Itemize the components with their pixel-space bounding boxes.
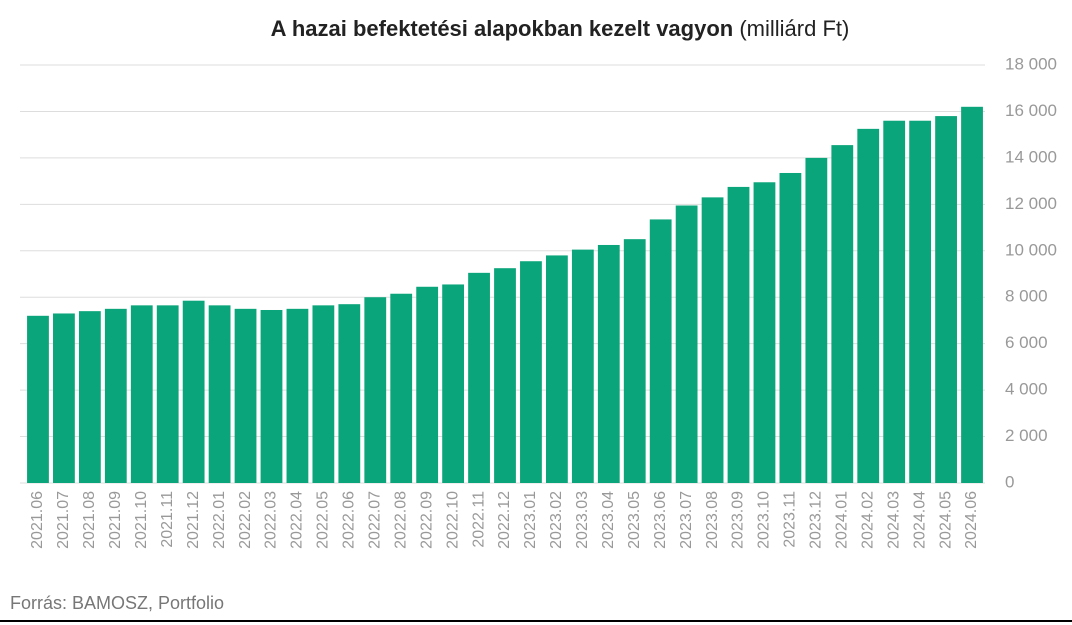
x-tick-label: 2023.08 <box>704 491 721 549</box>
source: Forrás: BAMOSZ, Portfolio <box>10 593 224 613</box>
x-tick-label: 2023.12 <box>808 491 825 549</box>
chart-title-unit: (milliárd Ft) <box>739 16 849 41</box>
bar <box>234 308 257 483</box>
bar <box>571 249 594 483</box>
bar <box>442 284 465 483</box>
bar <box>935 116 957 483</box>
x-tick-label: 2022.06 <box>341 491 358 549</box>
x-tick-label: 2023.06 <box>652 491 669 549</box>
x-tick-label: 2021.09 <box>107 491 124 549</box>
bar <box>390 293 413 483</box>
x-tick-label: 2024.06 <box>963 491 980 549</box>
bar <box>701 197 724 483</box>
bar <box>104 308 127 483</box>
chart-title: A hazai befektetési alapokban kezelt vag… <box>271 16 734 41</box>
bar <box>338 304 361 483</box>
x-tick-label: 2024.01 <box>834 491 851 549</box>
bar <box>909 120 932 483</box>
x-tick-label: 2022.04 <box>289 491 306 549</box>
x-tick-label: 2023.09 <box>730 491 747 549</box>
x-tick-label: 2023.04 <box>600 491 617 549</box>
x-tick-label: 2021.06 <box>29 491 46 549</box>
bar <box>130 305 153 483</box>
x-tick-label: 2024.05 <box>937 491 954 549</box>
y-tick-label: 18 000 <box>1005 54 1057 73</box>
x-tick-label: 2023.01 <box>522 491 539 549</box>
bar <box>182 300 205 483</box>
x-tick-label: 2022.10 <box>444 491 461 549</box>
x-tick-label: 2022.03 <box>263 491 280 549</box>
x-tick-label: 2023.07 <box>678 491 695 549</box>
bar <box>286 308 309 483</box>
y-tick-label: 6 000 <box>1005 333 1048 352</box>
bar <box>623 239 646 483</box>
x-tick-label: 2022.09 <box>418 491 435 549</box>
bar <box>727 186 750 483</box>
bar <box>208 305 231 483</box>
bar <box>649 219 672 483</box>
x-tick-label: 2022.02 <box>237 491 254 549</box>
x-tick-label: 2021.11 <box>159 491 176 548</box>
y-tick-label: 8 000 <box>1005 287 1048 306</box>
y-tick-label: 14 000 <box>1005 147 1057 166</box>
bar <box>260 309 283 483</box>
x-tick-label: 2023.05 <box>626 491 643 549</box>
bar <box>779 172 802 483</box>
x-tick-label: 2021.08 <box>81 491 98 549</box>
y-tick-label: 4 000 <box>1005 380 1048 399</box>
x-tick-label: 2024.04 <box>911 491 928 549</box>
x-tick-label: 2021.07 <box>55 491 72 549</box>
x-tick-label: 2024.02 <box>859 491 876 549</box>
x-tick-label: 2022.12 <box>496 491 513 549</box>
x-tick-label: 2024.03 <box>885 491 902 549</box>
bar <box>27 315 49 483</box>
bar <box>53 313 75 483</box>
bar <box>312 305 335 483</box>
bar <box>597 244 620 483</box>
bar <box>961 106 983 484</box>
bar <box>416 286 439 483</box>
bar <box>675 205 698 483</box>
x-tick-label: 2022.05 <box>315 491 332 549</box>
x-tick-label: 2021.10 <box>133 491 150 549</box>
bar <box>364 297 387 483</box>
bar <box>831 145 854 483</box>
x-tick-label: 2023.03 <box>574 491 591 549</box>
chart-title-group: A hazai befektetési alapokban kezelt vag… <box>271 16 850 41</box>
bar <box>494 268 516 483</box>
x-tick-label: 2022.01 <box>211 491 228 549</box>
y-tick-label: 12 000 <box>1005 194 1057 213</box>
x-tick-label: 2022.11 <box>470 491 487 548</box>
x-tick-label: 2022.07 <box>366 491 383 549</box>
bar <box>78 311 101 483</box>
x-tick-label: 2023.11 <box>782 491 799 548</box>
bar <box>805 157 828 483</box>
bar <box>857 128 880 483</box>
x-tick-label: 2023.02 <box>548 491 565 549</box>
y-tick-label: 16 000 <box>1005 101 1057 120</box>
bar <box>520 261 542 483</box>
bar <box>753 182 776 483</box>
x-tick-label: 2021.12 <box>185 491 202 549</box>
bar <box>156 305 179 483</box>
bar <box>883 120 906 483</box>
y-tick-label: 0 <box>1005 472 1014 491</box>
bar <box>545 255 568 483</box>
bar <box>468 272 490 483</box>
y-tick-label: 2 000 <box>1005 426 1048 445</box>
x-tick-label: 2022.08 <box>392 491 409 549</box>
y-tick-label: 10 000 <box>1005 240 1057 259</box>
x-tick-label: 2023.10 <box>756 491 773 549</box>
